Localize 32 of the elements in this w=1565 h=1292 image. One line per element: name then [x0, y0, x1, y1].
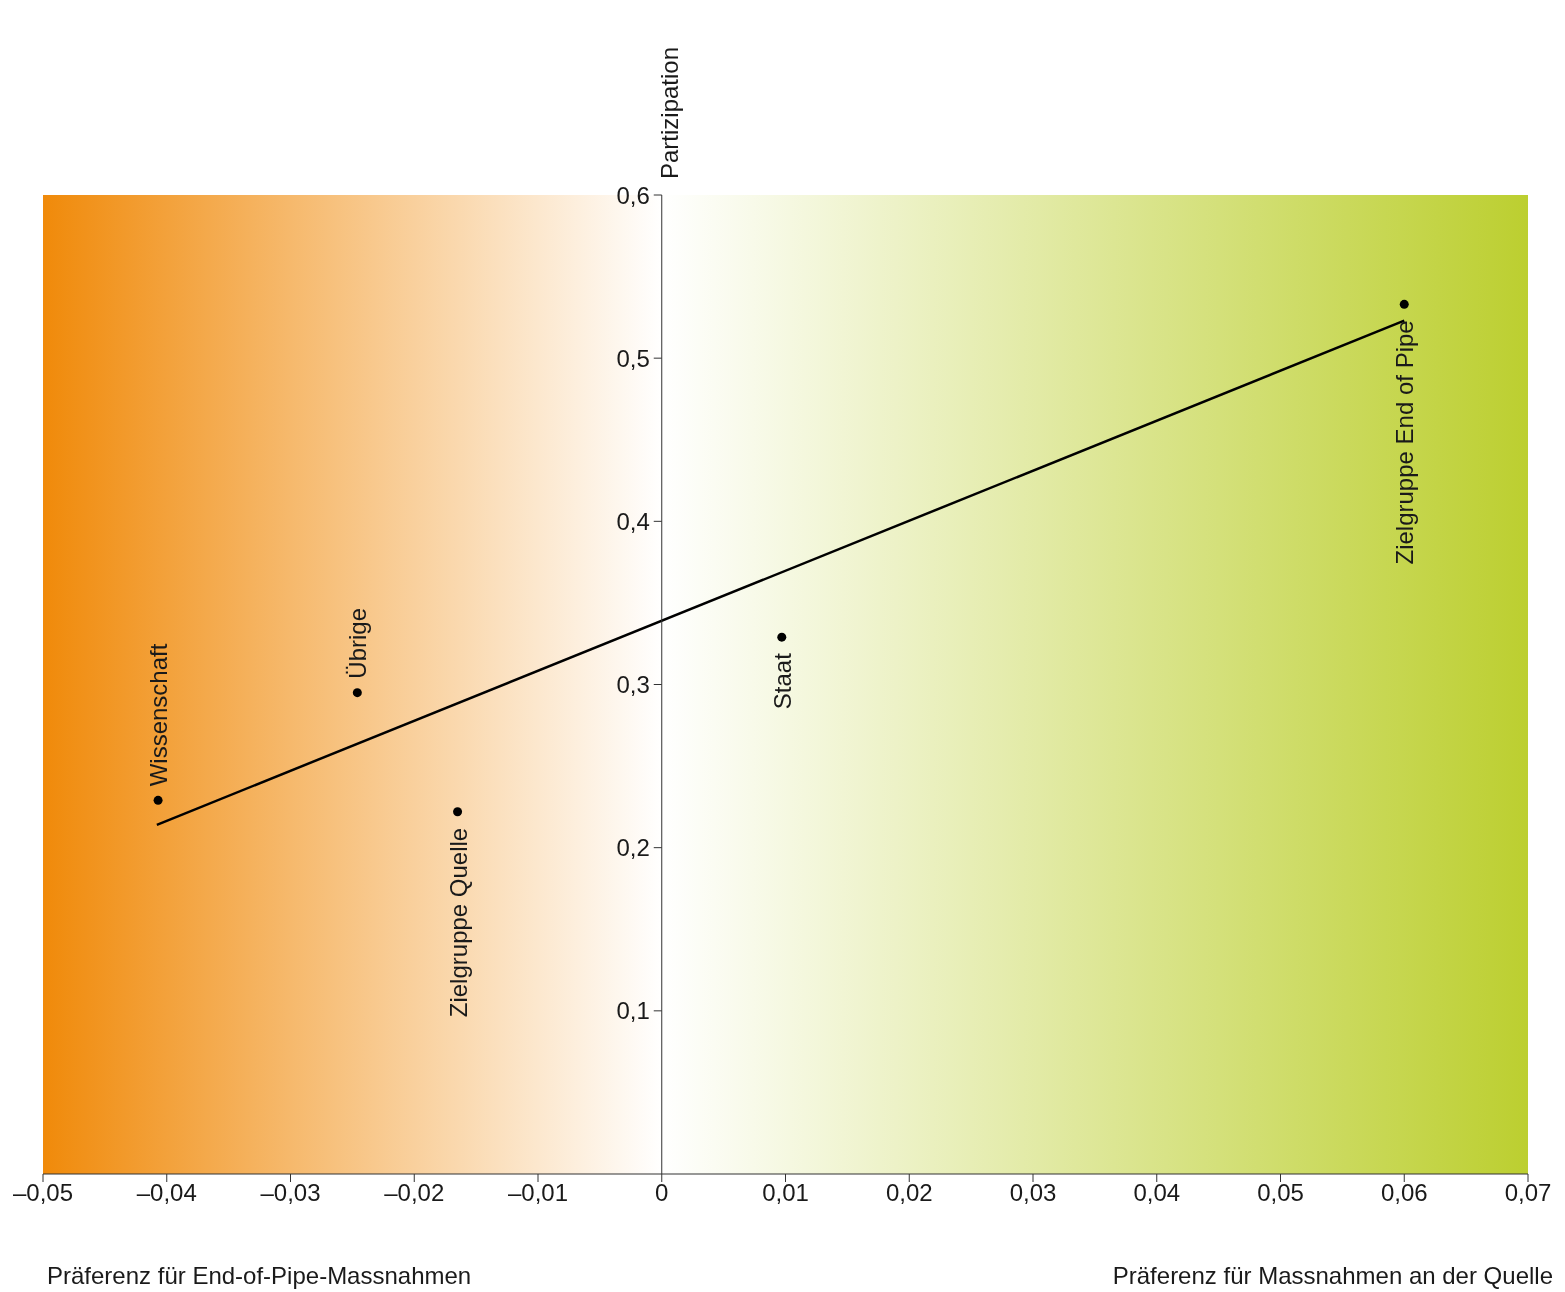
x-tick-label: 0,05 — [1257, 1179, 1304, 1207]
point — [153, 795, 163, 805]
x-tick-label: –0,03 — [260, 1179, 321, 1207]
x-tick-label: –0,05 — [12, 1179, 74, 1207]
y-axis-title: Partizipation — [655, 46, 683, 179]
annotation: Zielgruppe Quelle — [444, 827, 472, 1018]
y-tick-label: 0,1 — [616, 997, 650, 1025]
annotation: Zielgruppe End of Pipe — [1391, 320, 1419, 565]
text: Präferenz für Massnahmen an der Quelle — [1112, 1262, 1553, 1289]
y-tick-label: 0,3 — [616, 671, 650, 698]
y-tick-label: 0,2 — [616, 834, 650, 862]
annotation: Wissenschaft — [145, 643, 173, 787]
x-tick-label: 0,06 — [1380, 1179, 1428, 1207]
x-tick-label: 0,01 — [762, 1179, 809, 1207]
annotation: Staat — [768, 652, 796, 710]
x-tick-label: 0,02 — [885, 1179, 933, 1207]
point — [1399, 299, 1409, 309]
point — [453, 807, 463, 817]
x-tick-label: 0,03 — [1009, 1179, 1057, 1207]
x-tick-label: 0,04 — [1133, 1179, 1181, 1207]
text: Präferenz für End-of-Pipe-Massnahmen — [47, 1262, 472, 1289]
x-tick-label: –0,01 — [507, 1179, 569, 1207]
x-tick-label: –0,04 — [136, 1179, 197, 1207]
x-tick-label: –0,02 — [384, 1179, 445, 1207]
y-tick-label: 0,6 — [616, 181, 650, 209]
y-tick-label: 0,4 — [616, 507, 650, 535]
y-tick-label: 0,5 — [616, 344, 650, 372]
point — [777, 632, 787, 642]
annotation: Übrige — [344, 607, 372, 679]
point — [352, 688, 362, 698]
x-tick-label: 0 — [655, 1179, 669, 1207]
x-tick-label: 0,07 — [1504, 1179, 1552, 1207]
